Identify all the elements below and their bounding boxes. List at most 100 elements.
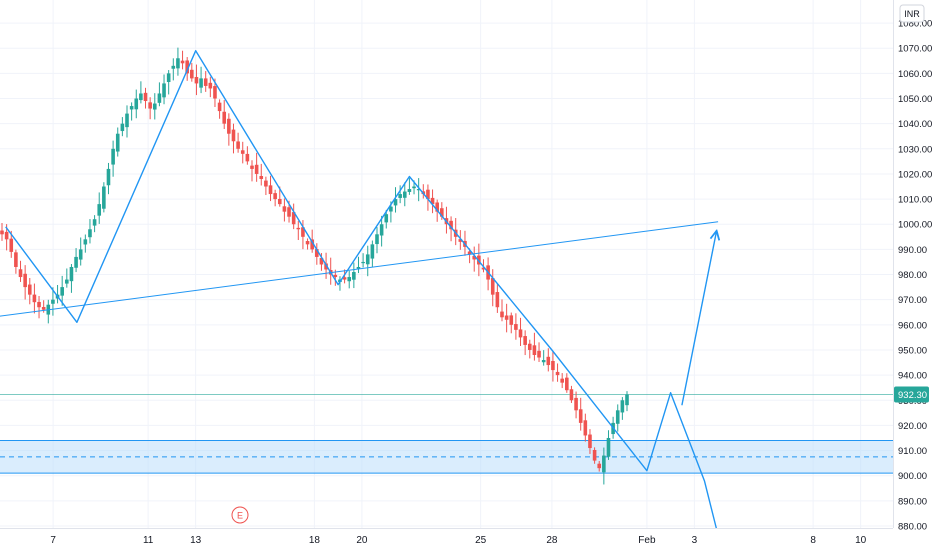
- time-axis[interactable]: 7 11 13 18 20 25 28 Feb 3 8 10: [0, 528, 893, 550]
- candle-body: [282, 206, 287, 212]
- candle-body: [518, 329, 523, 338]
- candle: [569, 385, 574, 403]
- candle-body: [315, 249, 319, 257]
- candle-body: [143, 92, 148, 102]
- last-price-tag-background: [894, 386, 929, 403]
- candle: [143, 87, 148, 109]
- candle-body: [0, 230, 4, 235]
- candle-body: [185, 60, 189, 74]
- candle: [518, 317, 523, 346]
- earnings-marker-circle: [231, 506, 249, 524]
- drawing-trendline[interactable]: [0, 221, 719, 325]
- price-tick-label: 900.00: [898, 471, 927, 482]
- candle: [615, 404, 620, 432]
- candle-body: [407, 189, 412, 192]
- candle-body: [565, 377, 569, 391]
- candle: [430, 189, 435, 214]
- candle: [305, 238, 310, 250]
- candle-body: [231, 129, 236, 142]
- candle-body: [578, 409, 583, 423]
- candle-body: [190, 69, 194, 79]
- candle: [208, 76, 213, 98]
- candle-body: [254, 164, 259, 174]
- candle-body: [222, 111, 227, 124]
- candle-body: [602, 455, 606, 473]
- candle-body: [9, 238, 14, 252]
- price-tick-label: 1060.00: [898, 69, 932, 80]
- candle: [231, 123, 236, 154]
- candle-body: [500, 311, 504, 318]
- drawing-zigzag[interactable]: [5, 50, 718, 529]
- candle-body: [472, 255, 477, 260]
- candle: [301, 220, 305, 250]
- candle-body: [319, 257, 324, 265]
- candle-body: [389, 206, 393, 212]
- candle-body: [268, 185, 273, 195]
- candle-body: [356, 266, 361, 269]
- candle-body: [481, 267, 486, 270]
- candle-body: [23, 273, 27, 288]
- candle: [157, 82, 162, 107]
- candle: [227, 113, 231, 146]
- last-price-tag: 932.30: [894, 386, 929, 403]
- candle: [449, 216, 453, 242]
- candle-body: [532, 345, 537, 355]
- candle-body: [162, 83, 166, 98]
- candle-body: [27, 284, 32, 295]
- candle: [23, 265, 27, 300]
- candle-body: [97, 204, 102, 216]
- drawings[interactable]: [0, 50, 719, 529]
- candle-body: [120, 123, 125, 132]
- candle-body: [347, 277, 352, 282]
- candle: [514, 313, 518, 340]
- candle-body: [449, 220, 453, 230]
- candle: [379, 215, 384, 247]
- candle-body: [458, 239, 463, 242]
- candle: [583, 413, 588, 442]
- candle-body: [180, 60, 185, 64]
- candle: [560, 373, 564, 389]
- candle: [162, 74, 166, 105]
- candle-body: [426, 189, 430, 200]
- candle: [555, 363, 560, 382]
- candle-body: [352, 272, 356, 280]
- candle: [264, 176, 268, 196]
- candle: [273, 189, 277, 207]
- candle-body: [88, 229, 92, 238]
- candle-body: [18, 269, 23, 278]
- time-tick-label: Feb: [638, 535, 656, 546]
- candle-body: [495, 292, 500, 308]
- candle-body: [291, 212, 296, 225]
- price-tick-label: 910.00: [898, 446, 927, 457]
- candle-body: [430, 197, 435, 205]
- candle: [375, 227, 379, 254]
- candle: [407, 178, 412, 195]
- candle-body: [365, 254, 370, 265]
- candle: [365, 245, 370, 277]
- candle-body: [490, 278, 495, 295]
- time-tick-label: 13: [190, 535, 202, 546]
- time-tick-label: 20: [356, 535, 368, 546]
- price-axis[interactable]: 880.00890.00900.00910.00920.00930.00940.…: [893, 0, 932, 550]
- time-tick-label: 3: [692, 535, 698, 546]
- candle-body: [592, 449, 597, 461]
- price-tick-label: 1070.00: [898, 44, 932, 55]
- candle-body: [546, 356, 551, 366]
- candle-body: [236, 141, 240, 149]
- drawing-arrow[interactable]: [681, 232, 717, 406]
- candle-body: [227, 118, 231, 134]
- currency-badge[interactable]: INR: [899, 4, 925, 23]
- candle-body: [569, 389, 574, 401]
- candle-body: [111, 148, 115, 165]
- candle-body: [625, 394, 629, 406]
- candle-body: [60, 287, 64, 296]
- earnings-marker[interactable]: E: [231, 506, 249, 524]
- price-tick-label: 880.00: [898, 521, 927, 532]
- time-tick-label: 7: [50, 535, 56, 546]
- candle: [296, 220, 301, 241]
- candle-body: [74, 256, 78, 268]
- candle-body: [361, 261, 365, 264]
- candle: [171, 58, 176, 81]
- candle-body: [217, 102, 222, 112]
